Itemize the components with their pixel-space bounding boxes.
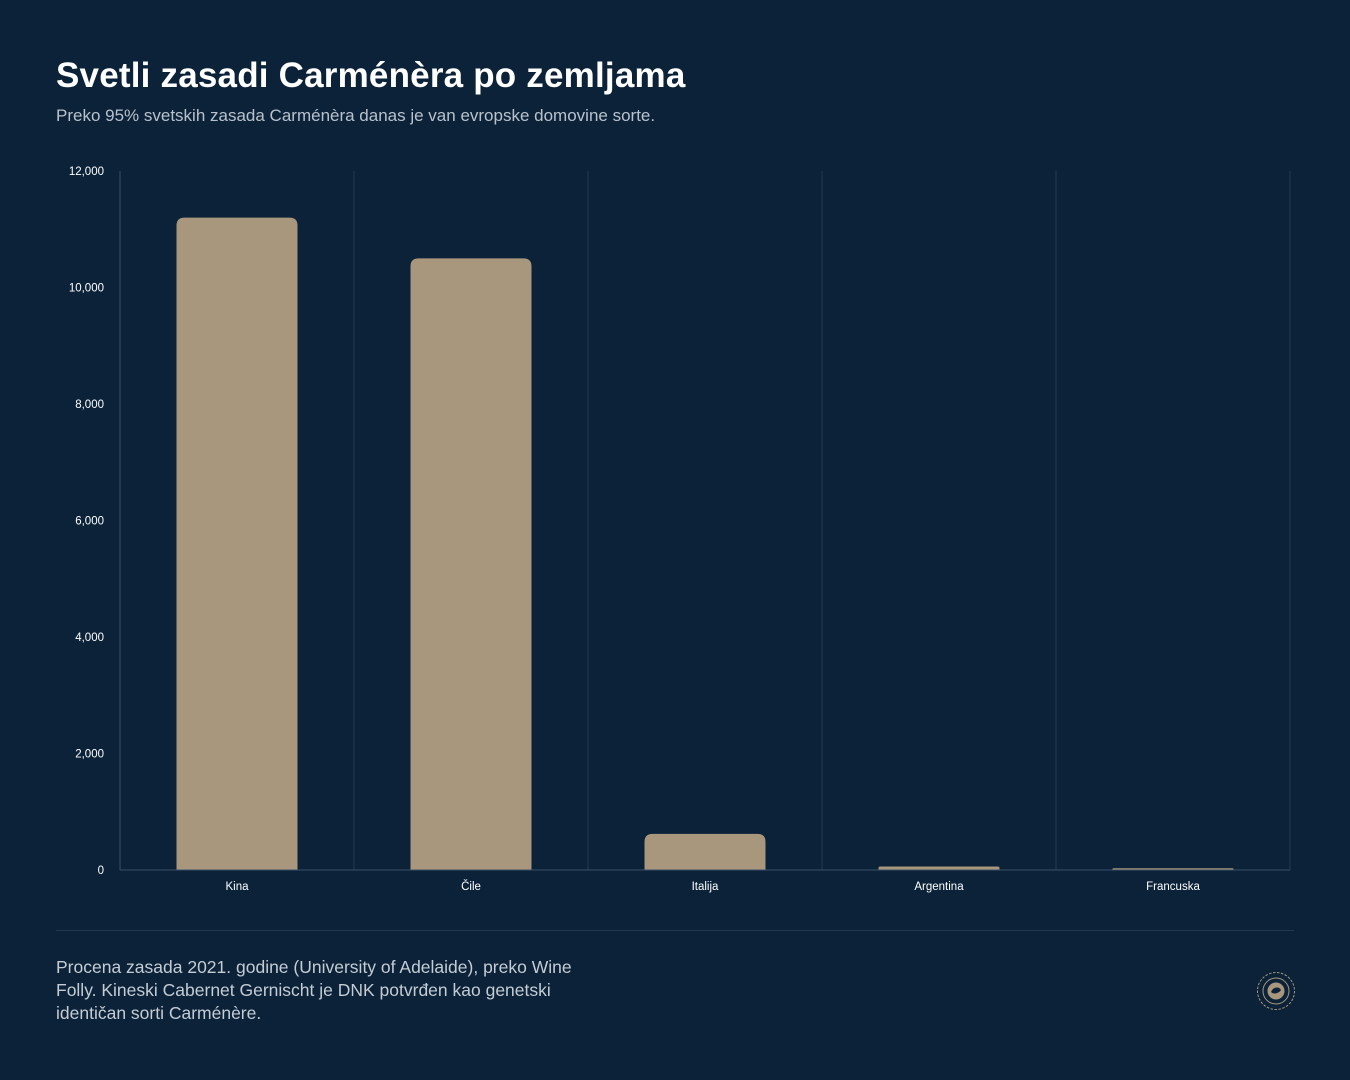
source-note: Procena zasada 2021. godine (University …: [56, 957, 572, 1023]
bar-chart: 0 2,000 4,000 6,000 8,000 10,000 12,000 Kina Čil…: [69, 166, 1291, 893]
chart-title: Svetli zasadi Carménèra po zemljama: [56, 56, 686, 95]
chart-subtitle: Preko 95% svetskih zasada Carménèra dana…: [56, 106, 656, 125]
y-tick-label: 4,000: [75, 632, 104, 644]
y-tick-label: 8,000: [75, 399, 104, 411]
bar-argentina: [878, 866, 1000, 870]
y-tick-label: 2,000: [75, 749, 104, 761]
y-tick-label: 12,000: [69, 166, 104, 178]
x-tick-label: Kina: [225, 881, 249, 893]
x-tick-label: Argentina: [914, 881, 964, 893]
bar-kina: [176, 217, 298, 871]
x-tick-label: Italija: [692, 881, 719, 893]
y-tick-label: 0: [98, 865, 104, 877]
y-tick-label: 6,000: [75, 516, 104, 528]
bar-italija: [644, 833, 766, 870]
bar-čile: [410, 258, 532, 870]
x-tick-label: Čile: [461, 880, 481, 893]
y-tick-label: 10,000: [69, 283, 104, 295]
wine-badge-icon: [1257, 972, 1295, 1010]
x-tick-label: Francuska: [1146, 881, 1200, 893]
footer-divider: [56, 930, 1294, 931]
